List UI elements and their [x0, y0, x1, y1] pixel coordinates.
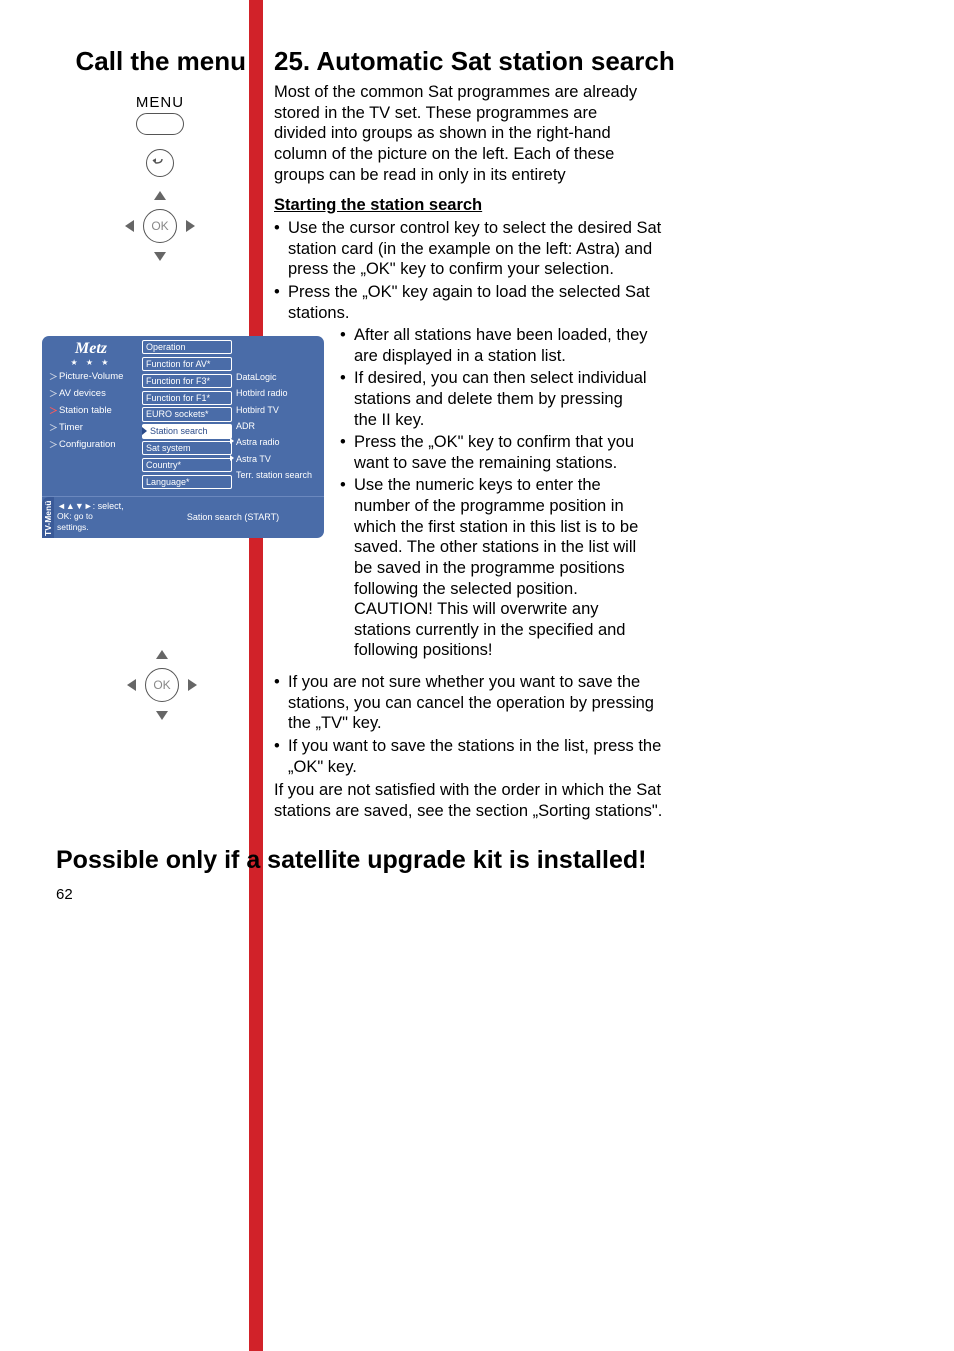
menu-item: DataLogic — [234, 370, 322, 384]
menu-button-icon — [136, 113, 184, 135]
nav-pad-icon: OK — [125, 648, 199, 722]
chevron-icon — [46, 439, 57, 450]
list-item: •Press the „OK" key to confirm that you … — [340, 432, 650, 473]
right-heading: 25. Automatic Sat station search — [274, 46, 675, 77]
sidebar-item-timer: Timer — [46, 420, 136, 435]
sidebar-item-configuration: Configuration — [46, 437, 136, 452]
left-heading: Call the menu — [56, 46, 246, 77]
list-item: •If you are not sure whether you want to… — [274, 672, 664, 734]
up-arrow-icon — [154, 191, 166, 200]
menu-item: Operation — [142, 340, 232, 354]
bullet-list-2: •After all stations have been loaded, th… — [340, 325, 650, 663]
sidebar-item-station-table: Station table — [46, 403, 136, 418]
tvmenu-action: Sation search (START) — [142, 497, 324, 538]
left-arrow-icon — [127, 679, 136, 691]
menu-item: Hotbird radio — [234, 386, 322, 400]
chevron-icon — [46, 371, 57, 382]
list-item: •Press the „OK" key again to load the se… — [274, 282, 664, 323]
menu-item: ADR — [234, 419, 322, 433]
chevron-icon — [46, 405, 57, 416]
up-arrow-icon — [156, 650, 168, 659]
menu-item: Hotbird TV — [234, 403, 322, 417]
tvmenu-side-label: TV-Menü — [42, 497, 54, 538]
ok-button-icon: OK — [143, 209, 177, 243]
list-item: •Use the numeric keys to enter the numbe… — [340, 475, 650, 661]
down-arrow-icon — [154, 252, 166, 261]
bullet-list-1: •Use the cursor control key to select th… — [274, 218, 664, 325]
right-arrow-icon — [188, 679, 197, 691]
chevron-icon — [46, 388, 57, 399]
menu-item: Country* — [142, 458, 232, 472]
subheading: Starting the station search — [274, 196, 482, 215]
ok-button-icon: OK — [145, 668, 179, 702]
tvmenu-hint: ◄▲▼►: select, OK: go to settings. — [54, 497, 142, 538]
red-vertical-bar — [249, 0, 263, 1351]
menu-label: MENU — [100, 94, 220, 111]
right-arrow-icon — [186, 220, 195, 232]
sidebar-item-picture-volume: Picture-Volume — [46, 369, 136, 384]
outro-paragraph: If you are not satisfied with the order … — [274, 780, 664, 821]
intro-paragraph: Most of the common Sat programmes are al… — [274, 82, 644, 185]
page-number: 62 — [56, 886, 73, 903]
back-button-icon — [146, 149, 174, 177]
menu-item-selected: Station search — [142, 424, 232, 438]
bullet-list-3: •If you are not sure whether you want to… — [274, 672, 664, 779]
menu-item: Function for F3* — [142, 374, 232, 388]
menu-item: EURO sockets* — [142, 407, 232, 421]
tvmenu-col2: Operation Function for AV* Function for … — [140, 336, 234, 496]
menu-item: Astra TV — [234, 452, 322, 466]
down-arrow-icon — [156, 711, 168, 720]
remote-diagram-top: MENU OK — [100, 94, 220, 263]
tv-menu-screenshot: Metz ★ ★ ★ Picture-Volume AV devices Sta… — [42, 336, 324, 538]
list-item: •If desired, you can then select individ… — [340, 368, 650, 430]
nav-pad-icon: OK — [123, 189, 197, 263]
menu-item: Function for AV* — [142, 357, 232, 371]
tvmenu-col1: Metz ★ ★ ★ Picture-Volume AV devices Sta… — [42, 336, 140, 496]
list-item: •If you want to save the stations in the… — [274, 736, 664, 777]
tvmenu-col3: DataLogic Hotbird radio Hotbird TV ADR A… — [234, 336, 324, 496]
stars-icon: ★ ★ ★ — [46, 358, 136, 367]
list-item: •Use the cursor control key to select th… — [274, 218, 664, 280]
left-arrow-icon — [125, 220, 134, 232]
list-item: •After all stations have been loaded, th… — [340, 325, 650, 366]
menu-item: Language* — [142, 475, 232, 489]
metz-logo: Metz — [46, 340, 136, 358]
menu-item: Terr. station search — [234, 468, 322, 482]
sidebar-item-av-devices: AV devices — [46, 386, 136, 401]
menu-item: Function for F1* — [142, 391, 232, 405]
footer-notice: Possible only if a satellite upgrade kit… — [56, 846, 646, 875]
remote-diagram-bottom: OK — [122, 648, 202, 722]
tvmenu-footer: TV-Menü ◄▲▼►: select, OK: go to settings… — [42, 496, 324, 538]
chevron-icon — [46, 422, 57, 433]
menu-item: Sat system — [142, 441, 232, 455]
menu-item: Astra radio — [234, 435, 322, 449]
